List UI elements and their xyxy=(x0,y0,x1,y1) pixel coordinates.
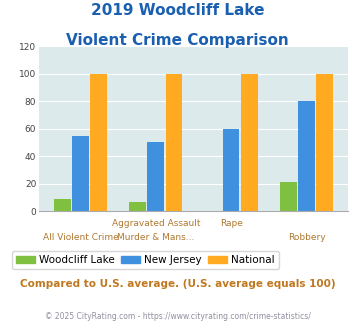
Bar xyxy=(54,199,71,211)
Bar xyxy=(130,202,146,211)
Text: Aggravated Assault: Aggravated Assault xyxy=(111,219,200,228)
Text: Murder & Mans...: Murder & Mans... xyxy=(117,233,195,242)
Bar xyxy=(147,143,164,211)
Bar xyxy=(316,74,333,211)
Text: 2019 Woodcliff Lake: 2019 Woodcliff Lake xyxy=(91,3,264,18)
Legend: Woodcliff Lake, New Jersey, National: Woodcliff Lake, New Jersey, National xyxy=(12,251,279,269)
Bar xyxy=(165,74,182,211)
Text: All Violent Crime: All Violent Crime xyxy=(43,233,118,242)
Text: Rape: Rape xyxy=(220,219,242,228)
Text: Violent Crime Comparison: Violent Crime Comparison xyxy=(66,33,289,48)
Bar xyxy=(223,129,240,211)
Text: © 2025 CityRating.com - https://www.cityrating.com/crime-statistics/: © 2025 CityRating.com - https://www.city… xyxy=(45,312,310,321)
Bar xyxy=(298,101,315,211)
Bar xyxy=(241,74,257,211)
Bar xyxy=(90,74,107,211)
Bar xyxy=(72,136,89,211)
Text: Compared to U.S. average. (U.S. average equals 100): Compared to U.S. average. (U.S. average … xyxy=(20,279,335,289)
Text: Robbery: Robbery xyxy=(288,233,325,242)
Bar xyxy=(280,182,297,211)
